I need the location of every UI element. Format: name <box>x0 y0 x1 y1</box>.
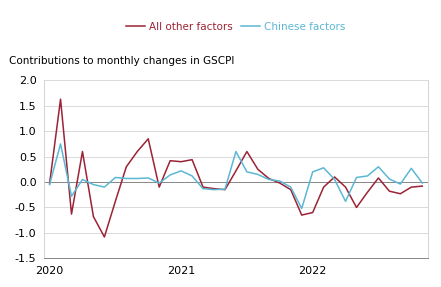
All other factors <box>387 189 392 193</box>
All other factors <box>69 212 74 216</box>
All other factors <box>211 187 217 190</box>
All other factors <box>123 165 129 168</box>
All other factors <box>398 192 403 195</box>
Legend: All other factors, Chinese factors: All other factors, Chinese factors <box>122 18 350 36</box>
All other factors <box>321 185 326 189</box>
All other factors <box>310 211 315 214</box>
Chinese factors <box>266 178 272 181</box>
Chinese factors <box>354 176 359 179</box>
Line: All other factors: All other factors <box>49 99 422 237</box>
All other factors <box>365 191 370 194</box>
All other factors <box>113 200 118 203</box>
Chinese factors <box>277 179 282 183</box>
All other factors <box>102 235 107 239</box>
Chinese factors <box>168 173 173 177</box>
All other factors <box>200 185 206 189</box>
All other factors <box>146 137 151 141</box>
All other factors <box>157 185 162 189</box>
Chinese factors <box>58 142 63 146</box>
Chinese factors <box>398 182 403 186</box>
Chinese factors <box>47 183 52 186</box>
Chinese factors <box>244 170 250 174</box>
Line: Chinese factors: Chinese factors <box>49 144 422 208</box>
All other factors <box>343 185 348 189</box>
All other factors <box>222 188 228 191</box>
Chinese factors <box>222 187 228 191</box>
All other factors <box>288 188 293 191</box>
All other factors <box>420 184 425 188</box>
All other factors <box>332 175 337 179</box>
All other factors <box>179 160 184 163</box>
All other factors <box>299 213 304 217</box>
All other factors <box>135 150 140 153</box>
Chinese factors <box>321 166 326 170</box>
All other factors <box>376 176 381 180</box>
Chinese factors <box>190 174 195 178</box>
Chinese factors <box>332 178 337 181</box>
All other factors <box>354 206 359 209</box>
All other factors <box>277 181 282 185</box>
Chinese factors <box>310 170 315 174</box>
Chinese factors <box>91 183 96 186</box>
Chinese factors <box>123 177 129 180</box>
Chinese factors <box>80 178 85 181</box>
All other factors <box>58 98 63 101</box>
All other factors <box>190 158 195 161</box>
Chinese factors <box>146 176 151 180</box>
Chinese factors <box>420 181 425 185</box>
All other factors <box>47 182 52 185</box>
Chinese factors <box>409 166 414 170</box>
Chinese factors <box>113 176 118 179</box>
Chinese factors <box>135 177 140 180</box>
Chinese factors <box>343 200 348 203</box>
Chinese factors <box>376 165 381 168</box>
Chinese factors <box>299 207 304 210</box>
Chinese factors <box>233 150 239 153</box>
Chinese factors <box>255 173 261 176</box>
Chinese factors <box>69 195 74 198</box>
Chinese factors <box>179 169 184 172</box>
All other factors <box>91 215 96 218</box>
Text: Contributions to monthly changes in GSCPI: Contributions to monthly changes in GSCP… <box>9 56 234 66</box>
All other factors <box>244 150 250 153</box>
All other factors <box>80 150 85 153</box>
Chinese factors <box>211 188 217 191</box>
All other factors <box>255 168 261 171</box>
All other factors <box>266 177 272 180</box>
Chinese factors <box>157 181 162 185</box>
Chinese factors <box>288 185 293 189</box>
All other factors <box>233 169 239 172</box>
All other factors <box>409 185 414 189</box>
Chinese factors <box>387 177 392 181</box>
All other factors <box>168 159 173 162</box>
Chinese factors <box>365 174 370 178</box>
Chinese factors <box>102 185 107 189</box>
Chinese factors <box>200 187 206 190</box>
